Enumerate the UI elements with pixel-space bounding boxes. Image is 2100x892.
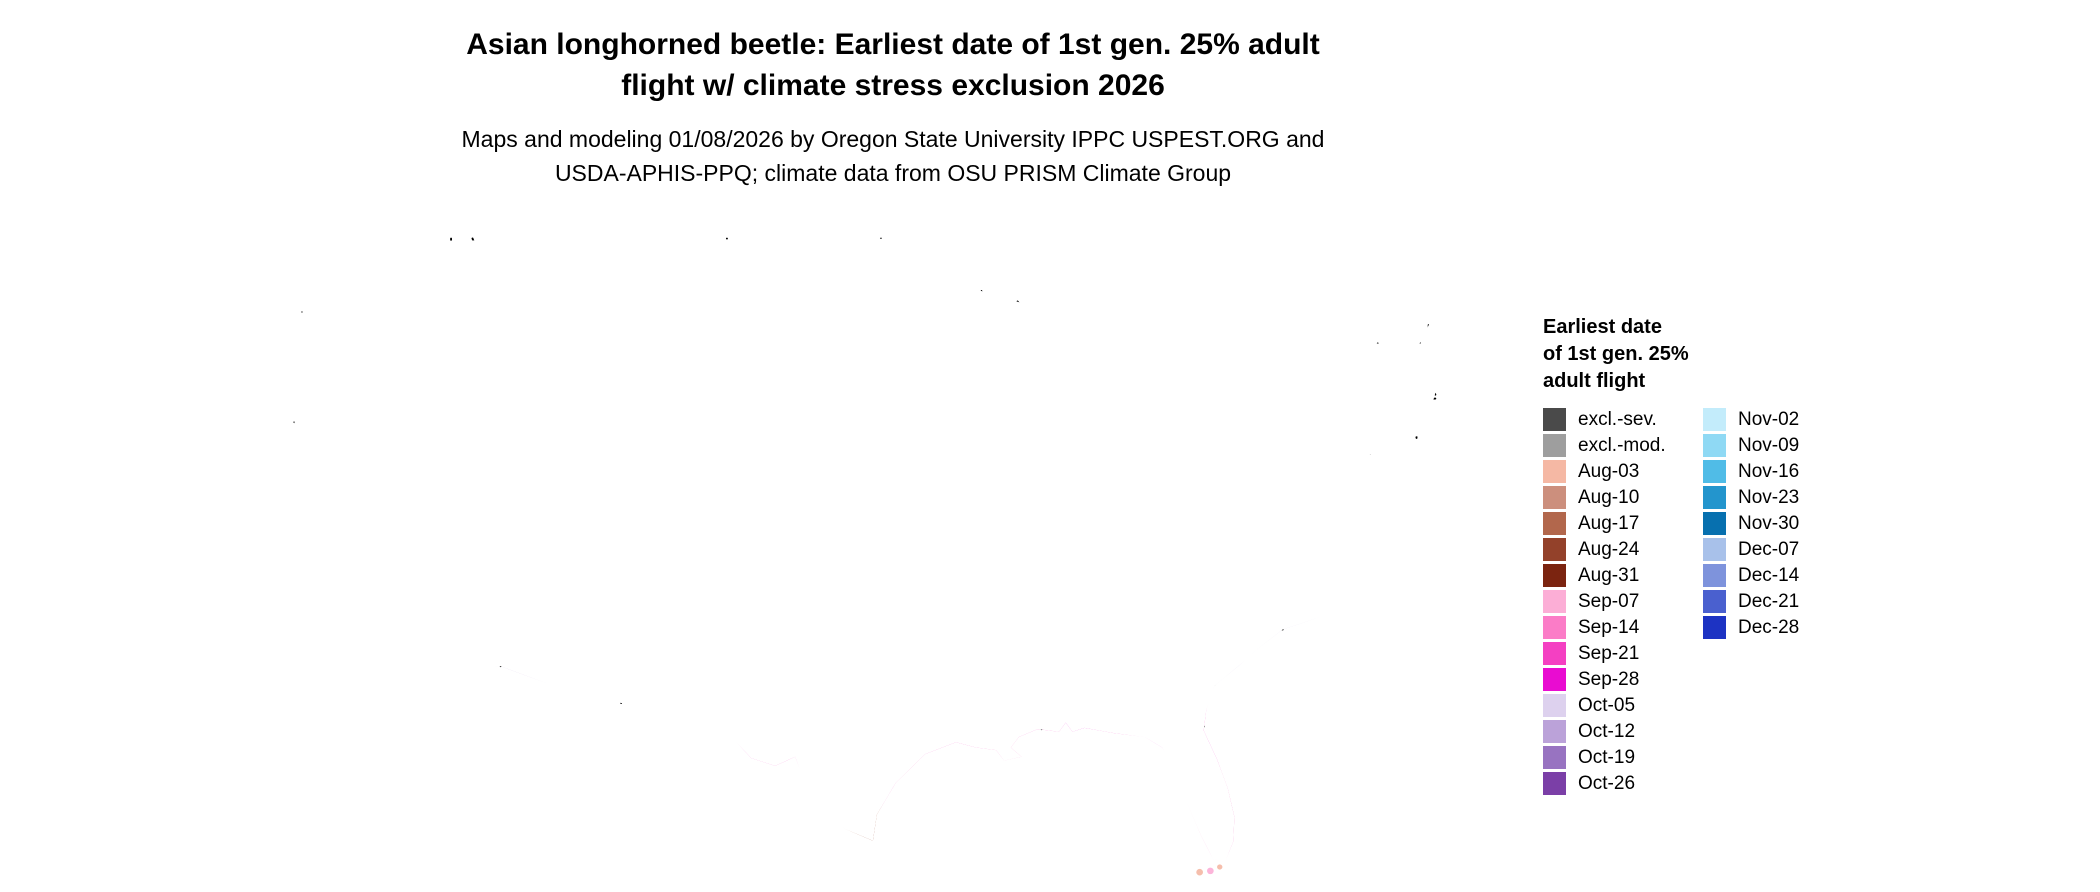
legend-column-right: Nov-02 Nov-09 Nov-16 Nov-23 Nov-30 Dec-0…: [1703, 408, 1799, 642]
legend-column-left: excl.-sev. excl.-mod. Aug-03 Aug-10 Aug-…: [1543, 408, 1666, 798]
title-line2: flight w/ climate stress exclusion 2026: [621, 69, 1165, 102]
legend-label: excl.-sev.: [1578, 408, 1657, 430]
legend-swatch: [1543, 486, 1566, 509]
legend-swatch: [1703, 590, 1726, 613]
legend-entry: excl.-sev.: [1543, 408, 1666, 431]
legend-swatch: [1703, 434, 1726, 457]
legend-label: Oct-12: [1578, 720, 1636, 742]
legend-label: Dec-14: [1738, 564, 1800, 586]
page-subtitle: Maps and modeling 01/08/2026 by Oregon S…: [293, 122, 1493, 190]
page-title: Asian longhorned beetle: Earliest date o…: [293, 24, 1493, 106]
legend-swatch: [1543, 616, 1566, 639]
legend-entry: Dec-07: [1703, 538, 1799, 561]
conus-outline-stroke: [287, 229, 1496, 864]
legend-entry: Nov-16: [1703, 460, 1799, 483]
legend-label: Oct-19: [1578, 746, 1636, 768]
legend-label: Dec-21: [1738, 590, 1800, 612]
legend-swatch: [1543, 564, 1566, 587]
legend-title-line3: adult flight: [1543, 370, 1646, 392]
subtitle-line2: USDA-APHIS-PPQ; climate data from OSU PR…: [554, 160, 1232, 186]
legend-entry: Sep-07: [1543, 590, 1666, 613]
legend-label: Aug-10: [1578, 486, 1640, 508]
legend-swatch: [1543, 434, 1566, 457]
legend-swatch: [1703, 538, 1726, 561]
legend-swatch: [1543, 668, 1566, 691]
legend-entry: Oct-05: [1543, 694, 1666, 717]
legend-entry: Oct-12: [1543, 720, 1666, 743]
legend-title-line2: of 1st gen. 25%: [1543, 343, 1689, 365]
legend-label: Aug-03: [1578, 460, 1640, 482]
legend-label: Nov-30: [1738, 512, 1800, 534]
legend-label: Nov-23: [1738, 486, 1800, 508]
legend-swatch: [1543, 538, 1566, 561]
legend-entry: Nov-09: [1703, 434, 1799, 457]
map-legend: Earliest date of 1st gen. 25% adult flig…: [1543, 314, 1963, 795]
legend-entry: Sep-21: [1543, 642, 1666, 665]
legend-entry: Dec-14: [1703, 564, 1799, 587]
legend-title-line1: Earliest date: [1543, 316, 1662, 338]
legend-swatch: [1543, 460, 1566, 483]
legend-label: Sep-28: [1578, 668, 1640, 690]
legend-label: Dec-07: [1738, 538, 1800, 560]
legend-swatch: [1543, 408, 1566, 431]
legend-label: Nov-09: [1738, 434, 1800, 456]
legend-entry: Sep-14: [1543, 616, 1666, 639]
legend-label: Dec-28: [1738, 616, 1800, 638]
legend-entry: Dec-21: [1703, 590, 1799, 613]
legend-entry: Nov-30: [1703, 512, 1799, 535]
legend-swatch: [1543, 512, 1566, 535]
legend-entry: Sep-28: [1543, 668, 1666, 691]
legend-swatch: [1543, 694, 1566, 717]
legend-title: Earliest date of 1st gen. 25% adult flig…: [1543, 314, 1963, 395]
florida-keys-specks: [1196, 864, 1223, 876]
legend-entry: excl.-mod.: [1543, 434, 1666, 457]
legend-entry: Nov-23: [1703, 486, 1799, 509]
legend-swatch: [1543, 720, 1566, 743]
legend-entry: Aug-10: [1543, 486, 1666, 509]
legend-entry: Aug-31: [1543, 564, 1666, 587]
legend-label: Nov-16: [1738, 460, 1800, 482]
legend-swatch: [1543, 590, 1566, 613]
legend-label: Nov-02: [1738, 408, 1800, 430]
legend-entry: Aug-17: [1543, 512, 1666, 535]
us-map: [281, 228, 1513, 884]
legend-label: Oct-05: [1578, 694, 1636, 716]
legend-label: Sep-07: [1578, 590, 1640, 612]
legend-swatch: [1543, 772, 1566, 795]
legend-label: Oct-26: [1578, 772, 1636, 794]
legend-swatch: [1703, 564, 1726, 587]
legend-entry: Aug-24: [1543, 538, 1666, 561]
legend-label: Aug-24: [1578, 538, 1640, 560]
legend-entry: Nov-02: [1703, 408, 1799, 431]
legend-label: Aug-17: [1578, 512, 1640, 534]
legend-label: excl.-mod.: [1578, 434, 1666, 456]
legend-label: Sep-21: [1578, 642, 1640, 664]
legend-label: Sep-14: [1578, 616, 1640, 638]
legend-swatch: [1703, 512, 1726, 535]
subtitle-line1: Maps and modeling 01/08/2026 by Oregon S…: [461, 126, 1325, 152]
legend-swatch: [1703, 616, 1726, 639]
legend-label: Aug-31: [1578, 564, 1640, 586]
title-line1: Asian longhorned beetle: Earliest date o…: [466, 28, 1320, 61]
legend-swatch: [1543, 746, 1566, 769]
legend-entry: Aug-03: [1543, 460, 1666, 483]
legend-swatch: [1543, 642, 1566, 665]
legend-swatch: [1703, 460, 1726, 483]
aug-cores: [848, 796, 1232, 848]
legend-entry: Oct-19: [1543, 746, 1666, 769]
legend-entry: Oct-26: [1543, 772, 1666, 795]
legend-swatch: [1703, 486, 1726, 509]
legend-swatch: [1703, 408, 1726, 431]
us-map-svg: [287, 229, 1496, 876]
legend-entry: Dec-28: [1703, 616, 1799, 639]
